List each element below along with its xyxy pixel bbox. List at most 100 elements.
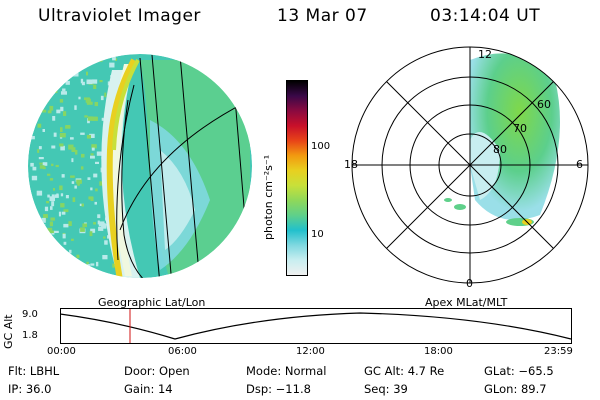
noise-speckle [93,222,96,225]
noise-speckle [45,98,49,103]
noise-speckle [90,155,95,159]
noise-speckle [87,264,91,269]
noise-speckle [86,79,93,85]
noise-speckle [71,57,74,62]
noise-speckle [44,88,47,92]
noise-speckle [73,277,76,278]
noise-speckle [68,221,72,226]
noise-speckle [42,129,45,132]
noise-speckle [70,175,75,178]
orbit-xtick-0000: 00:00 [47,346,76,357]
instrument-title: Ultraviolet Imager [38,6,201,26]
noise-speckle [54,230,59,233]
noise-speckle [30,136,35,140]
noise-speckle [43,214,48,219]
noise-speckle [68,144,74,150]
noise-speckle [94,102,98,107]
noise-speckle [74,149,78,155]
orbit-xtick-1200: 12:00 [296,346,325,357]
noise-speckle [74,105,77,110]
noise-speckle [40,58,46,61]
noise-speckle [60,106,64,112]
noise-speckle [69,249,72,254]
noise-speckle [39,165,45,169]
mlt-label-18: 18 [344,158,358,171]
noise-speckle [94,201,97,205]
noise-speckle [98,226,104,231]
noise-speckle [65,125,71,129]
noise-speckle [35,221,39,226]
noise-speckle [34,227,38,231]
mlt-label-12: 12 [478,48,492,61]
noise-speckle [104,240,108,245]
noise-speckle [38,230,45,234]
noise-speckle [97,58,103,62]
noise-speckle [51,194,55,197]
noise-speckle [85,56,88,60]
noise-speckle [49,230,54,234]
noise-speckle [37,65,42,70]
orbit-ytick-high: 9.0 [22,309,38,320]
noise-speckle [47,173,51,176]
orbit-xtick-1800: 18:00 [424,346,453,357]
noise-speckle [50,217,55,221]
dsp-readout: Dsp: −11.8 [246,382,311,396]
noise-speckle [98,221,105,227]
colorbar-tick-100: 100 [311,141,331,152]
noise-speckle [97,214,101,219]
noise-speckle [41,217,46,223]
noise-speckle [60,193,64,197]
noise-speckle [75,66,80,70]
noise-speckle [30,162,34,167]
noise-speckle [59,99,64,103]
noise-speckle [71,238,74,241]
noise-speckle [38,58,42,63]
noise-speckle [93,173,98,178]
noise-speckle [60,127,63,132]
noise-speckle [62,233,66,239]
noise-speckle [91,144,97,149]
noise-speckle [99,181,103,186]
noise-speckle [67,270,71,274]
noise-speckle [49,221,53,227]
noise-speckle [45,66,51,70]
noise-speckle [43,76,49,80]
noise-speckle [62,258,68,264]
noise-speckle [51,163,54,167]
orbit-xtick-0600: 06:00 [168,346,197,357]
noise-speckle [65,80,70,85]
noise-speckle [32,166,37,171]
noise-speckle [50,236,54,240]
noise-speckle [37,149,40,153]
noise-speckle [39,162,43,165]
noise-speckle [84,97,90,101]
noise-speckle [90,263,95,266]
noise-speckle [62,75,67,79]
noise-speckle [37,123,42,128]
noise-speckle [72,66,76,71]
apex-caption: Apex MLat/MLT [425,296,508,309]
noise-speckle [88,196,94,200]
noise-speckle [93,84,97,89]
noise-speckle [90,153,94,156]
noise-speckle [59,133,66,138]
noise-speckle [90,228,96,233]
noise-speckle [42,162,48,166]
gc-alt-readout: GC Alt: 4.7 Re [364,364,445,378]
gain-readout: Gain: 14 [124,382,173,396]
noise-speckle [80,227,85,232]
noise-speckle [63,111,67,116]
mlt-label-6: 6 [576,158,583,171]
noise-speckle [86,261,89,265]
noise-speckle [59,143,64,147]
noise-speckle [36,190,43,196]
orbit-ytick-low: 1.8 [22,330,38,341]
noise-speckle [96,151,102,156]
noise-speckle [86,134,91,139]
noise-speckle [44,206,49,212]
noise-speckle [81,61,86,64]
noise-speckle [104,92,107,98]
noise-speckle [73,62,78,66]
lat-label-70: 70 [513,122,527,135]
